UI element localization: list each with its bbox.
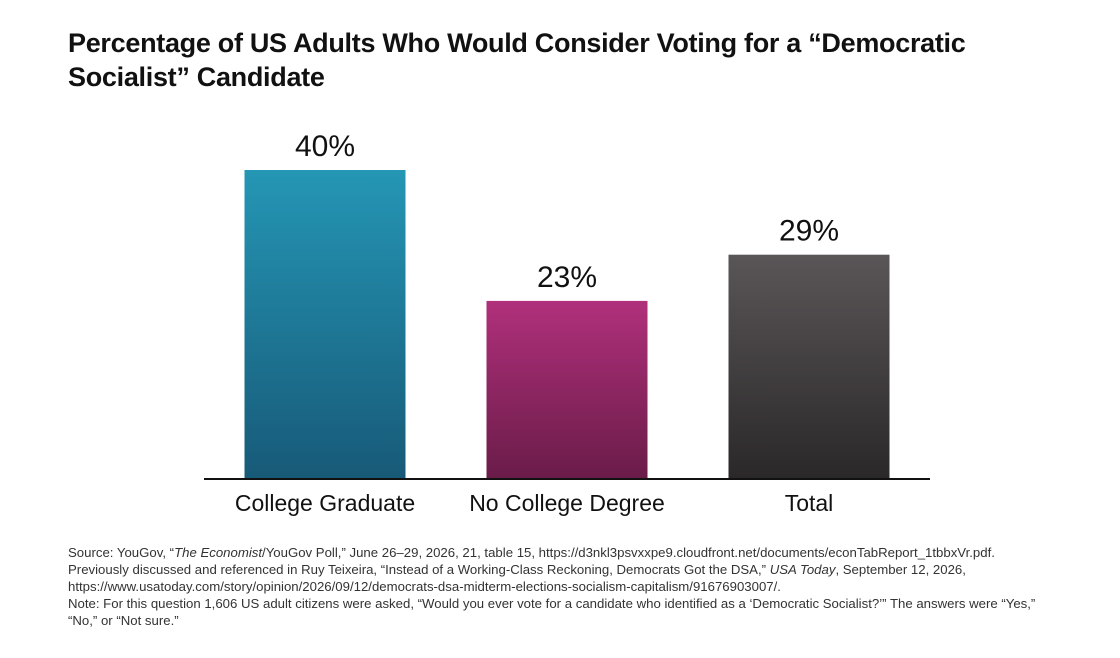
- source-notes: Source: YouGov, “The Economist/YouGov Po…: [68, 544, 1078, 629]
- value-label: 40%: [295, 130, 355, 163]
- category-label: No College Degree: [469, 490, 665, 516]
- bars-group: [244, 170, 890, 478]
- bar-no-college-degree: [486, 300, 648, 478]
- chart-title-line-1: Percentage of US Adults Who Would Consid…: [68, 28, 966, 58]
- chart-title-line-2: Socialist” Candidate: [68, 62, 325, 92]
- value-label: 23%: [537, 261, 597, 294]
- note-line-2: “No,” or “Not sure.”: [68, 613, 179, 628]
- previous-reference-line: Previously discussed and referenced in R…: [68, 562, 966, 577]
- bar-total: [728, 254, 890, 478]
- category-label: Total: [785, 490, 834, 516]
- category-label: College Graduate: [235, 490, 415, 516]
- reference-url-line: https://www.usatoday.com/story/opinion/2…: [68, 579, 781, 594]
- source-line: Source: YouGov, “The Economist/YouGov Po…: [68, 545, 995, 560]
- bar-chart: 40% College Graduate 23% No College Degree 2…: [204, 130, 930, 516]
- note-line-1: Note: For this question 1,606 US adult c…: [68, 596, 1036, 611]
- bar-college-graduate: [244, 170, 406, 478]
- chart-title: Percentage of US Adults Who Would Consid…: [68, 26, 1068, 94]
- labels-group: 40% College Graduate 23% No College Degree 2…: [235, 130, 839, 516]
- value-label: 29%: [779, 215, 839, 248]
